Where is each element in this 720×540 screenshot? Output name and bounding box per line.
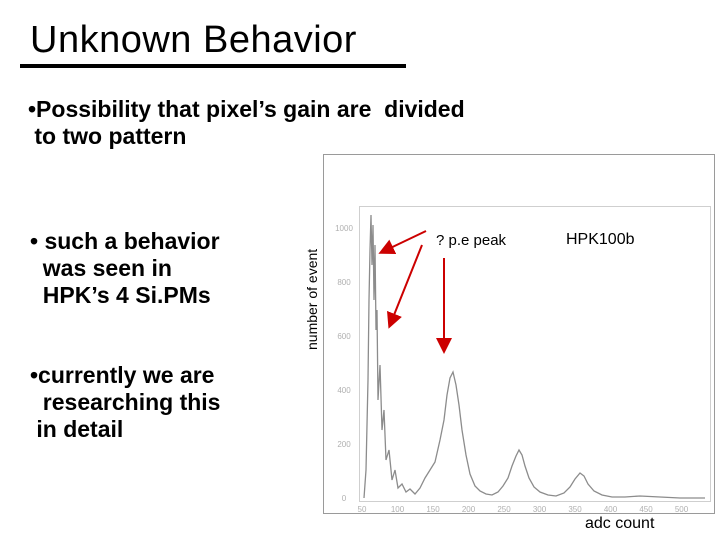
- y-tick-label: 400: [337, 386, 351, 395]
- slide-title: Unknown Behavior: [30, 19, 357, 61]
- x-tick-labels: 50 100 150 200 250 300 350 400 450 500: [358, 505, 689, 514]
- y-tick-label: 600: [337, 332, 351, 341]
- arrow-to-second-peak: [387, 244, 423, 329]
- x-tick-label: 200: [462, 505, 476, 514]
- bullet-researching: •currently we are researching this in de…: [30, 362, 221, 442]
- device-label: HPK100b: [566, 231, 635, 248]
- x-tick-label: 300: [533, 505, 547, 514]
- pe-peak-annotation: ? p.e peak: [436, 232, 507, 249]
- plot-frame: [323, 154, 715, 514]
- x-tick-label: 400: [604, 505, 618, 514]
- x-tick-label: 350: [568, 505, 582, 514]
- y-tick-label: 800: [337, 278, 351, 287]
- x-tick-label: 150: [426, 505, 440, 514]
- x-tick-label: 250: [497, 505, 511, 514]
- title-underline: [20, 64, 406, 68]
- y-tick-labels: 0 200 400 600 800 1000: [335, 224, 353, 503]
- x-tick-label: 100: [391, 505, 405, 514]
- bullet-behavior-seen: • such a behavior was seen in HPK’s 4 Si…: [30, 228, 220, 308]
- x-axis-label: adc count: [585, 515, 655, 532]
- x-tick-label: 500: [675, 505, 689, 514]
- y-tick-label: 1000: [335, 224, 353, 233]
- x-tick-label: 450: [639, 505, 653, 514]
- spectrum-trace: [363, 214, 705, 499]
- y-tick-label: 200: [337, 440, 351, 449]
- y-tick-label: 0: [342, 494, 347, 503]
- bullet-possibility: •Possibility that pixel’s gain are divid…: [28, 96, 465, 149]
- inner-plot-area: [359, 206, 711, 502]
- arrow-to-first-peak: [378, 230, 427, 255]
- x-tick-label: 50: [358, 505, 367, 514]
